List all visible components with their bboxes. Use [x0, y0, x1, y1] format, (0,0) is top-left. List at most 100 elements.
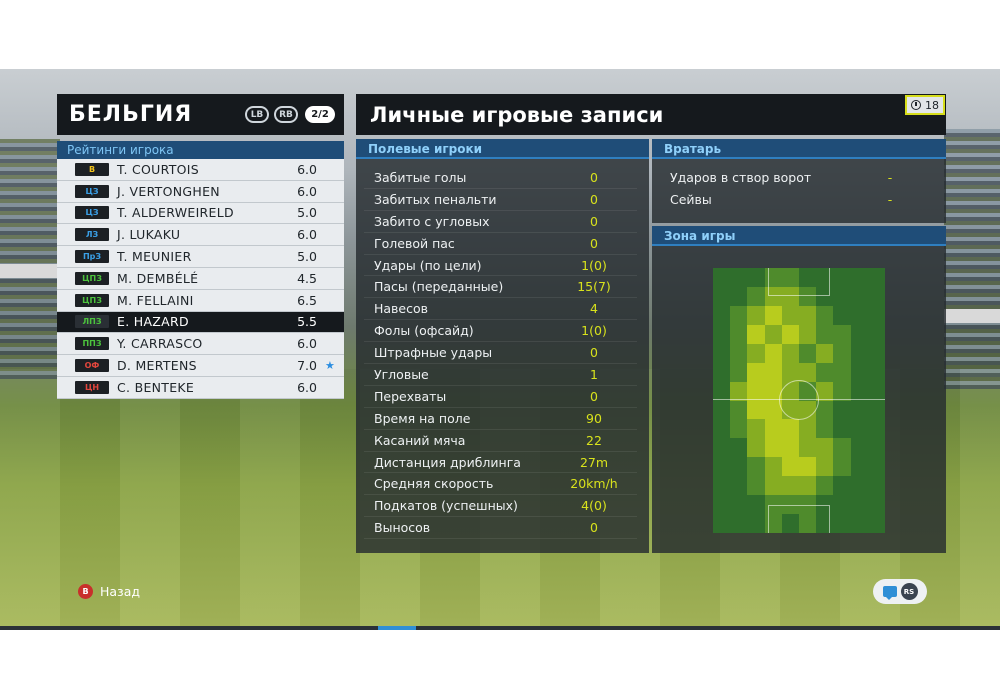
player-rating: 6.5 — [297, 292, 317, 308]
heatmap-cell — [799, 268, 817, 288]
player-name: T. ALDERWEIRELD — [117, 205, 234, 221]
stat-label: Штрафные удары — [374, 345, 493, 361]
stat-value: 0 — [590, 345, 598, 361]
heatmap-cell — [747, 268, 766, 288]
stat-row: Голевой пас 0 — [364, 233, 637, 255]
heatmap-cell — [781, 362, 800, 383]
player-name: M. DEMBÉLÉ — [117, 270, 199, 286]
player-row[interactable]: ЛЗ J. LUKAKU 6.0 — [57, 224, 344, 247]
heatmap-cell — [867, 514, 885, 533]
back-hint[interactable]: B Назад — [78, 584, 140, 599]
stat-row: Пасы (переданные) 15(7) — [364, 276, 637, 299]
heatmap-cell — [850, 514, 869, 533]
heatmap-cell — [747, 305, 766, 326]
stat-label: Средняя скорость — [374, 476, 494, 492]
heatmap-cell — [833, 419, 852, 439]
heatmap-cell — [713, 268, 731, 288]
heatmap-cell — [867, 419, 885, 439]
heatmap-cell — [816, 362, 834, 383]
heatmap-cell — [764, 343, 783, 364]
player-rating: 6.0 — [297, 336, 317, 352]
heatmap-cell — [713, 495, 731, 515]
play-zone-heatmap — [713, 268, 885, 533]
heatmap-cell — [816, 476, 834, 496]
gk-stat-label: Ударов в створ ворот — [670, 170, 812, 186]
heatmap-cell — [764, 438, 783, 458]
heatmap-cell — [764, 419, 783, 439]
heatmap-cell — [833, 400, 852, 420]
stat-value: 1(0) — [581, 323, 607, 339]
heatmap-cell — [713, 362, 731, 383]
heatmap-cell — [764, 514, 783, 533]
player-row[interactable]: ОФ D. MERTENS 7.0 ★ — [57, 355, 344, 377]
stat-row: Удары (по цели) 1(0) — [364, 255, 637, 277]
position-badge: ППЗ — [75, 337, 109, 351]
player-row[interactable]: ЦЗ J. VERTONGHEN 6.0 — [57, 180, 344, 203]
heatmap-cell — [781, 305, 800, 326]
stat-value: 1 — [590, 366, 598, 382]
stat-row: Фолы (офсайд) 1(0) — [364, 320, 637, 343]
heatmap-cell — [713, 400, 731, 420]
team-header: БЕЛЬГИЯ LB RB 2/2 — [57, 94, 344, 135]
heatmap-cell — [730, 286, 748, 307]
player-row[interactable]: ЛПЗ E. HAZARD 5.5 — [57, 311, 344, 334]
player-row[interactable]: В T. COURTOIS 6.0 — [57, 159, 344, 181]
player-row[interactable]: ЦПЗ M. FELLAINI 6.5 — [57, 289, 344, 312]
lb-button[interactable]: LB — [245, 106, 269, 123]
stat-value: 0 — [590, 169, 598, 185]
heatmap-cell — [833, 514, 852, 533]
player-rating: 6.0 — [297, 379, 317, 395]
stat-label: Удары (по цели) — [374, 257, 482, 273]
position-badge: В — [75, 162, 109, 176]
heatmap-cell — [713, 343, 731, 364]
heatmap-cell — [867, 476, 885, 496]
stat-value: 0 — [590, 520, 598, 536]
field-players-title: Полевые игроки — [356, 139, 649, 159]
star-icon: ★ — [325, 359, 335, 373]
heatmap-cell — [833, 476, 852, 496]
heatmap-cell — [764, 476, 783, 496]
player-rating: 6.0 — [297, 161, 317, 177]
player-row[interactable]: ЦЗ T. ALDERWEIRELD 5.0 — [57, 202, 344, 225]
heatmap-cell — [867, 495, 885, 515]
heatmap-cell — [816, 419, 834, 439]
player-row[interactable]: ППЗ Y. CARRASCO 6.0 — [57, 333, 344, 356]
heatmap-cell — [764, 362, 783, 383]
stat-value: 90 — [586, 410, 602, 426]
heatmap-cell — [816, 381, 834, 401]
heatmap-cell — [713, 457, 731, 477]
goalkeeper-stats-list: Ударов в створ ворот - Сейвы - — [652, 159, 946, 211]
heatmap-cell — [833, 343, 852, 364]
bottom-bar-segment — [378, 626, 416, 630]
heatmap-cell — [781, 495, 800, 515]
stat-label: Подкатов (успешных) — [374, 498, 518, 514]
player-rating: 7.0 — [297, 358, 317, 374]
heatmap-cell — [850, 476, 869, 496]
goalkeeper-title: Вратарь — [652, 139, 946, 159]
rb-button[interactable]: RB — [274, 106, 298, 123]
player-row[interactable]: ЦПЗ M. DEMBÉLÉ 4.5 — [57, 267, 344, 290]
position-badge: ПрЗ — [75, 250, 109, 264]
stadium-stands-left — [0, 139, 60, 379]
pitch-marking — [768, 268, 830, 296]
ad-board-left — [0, 264, 60, 278]
heatmap-cell — [781, 419, 800, 439]
heatmap-cell — [781, 438, 800, 458]
heatmap-cell — [764, 495, 783, 515]
heatmap-cell — [730, 343, 748, 364]
player-name: C. BENTEKE — [117, 379, 195, 395]
stat-value: 0 — [590, 213, 598, 229]
back-label: Назад — [100, 584, 141, 599]
player-rating: 4.5 — [297, 270, 317, 286]
heatmap-cell — [816, 457, 834, 477]
rs-hint[interactable]: RS — [873, 579, 927, 604]
heatmap-cell — [781, 514, 800, 533]
player-row[interactable]: ЦН C. BENTEKE 6.0 — [57, 376, 344, 399]
stat-value: 0 — [590, 235, 598, 251]
stat-value: 4(0) — [581, 498, 607, 514]
heatmap-cell — [781, 268, 800, 288]
player-list: В T. COURTOIS 6.0 ЦЗ J. VERTONGHEN 6.0 ЦЗ T. AL… — [57, 159, 344, 399]
heatmap-cell — [781, 343, 800, 364]
rs-stick-icon: RS — [900, 583, 918, 600]
player-row[interactable]: ПрЗ T. MEUNIER 5.0 — [57, 246, 344, 268]
